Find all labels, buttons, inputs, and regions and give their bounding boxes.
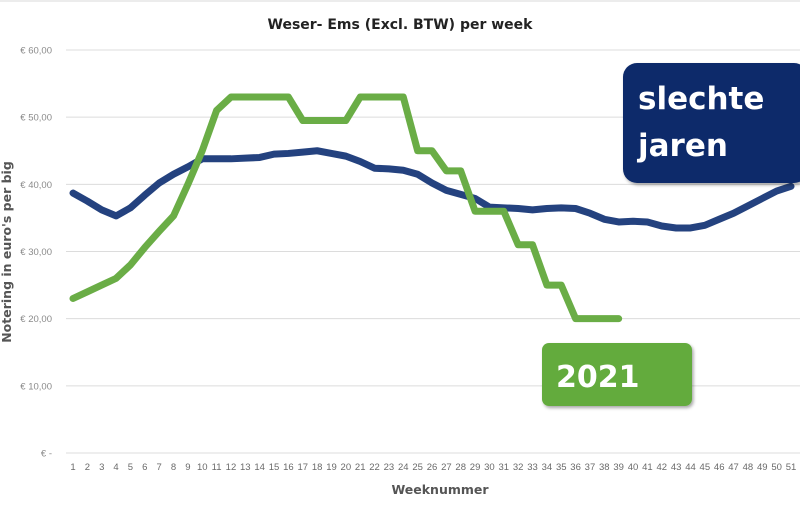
x-tick-label: 15 (269, 462, 280, 473)
x-tick-label: 10 (197, 462, 208, 473)
annotation-2021 (542, 343, 692, 406)
x-tick-label: 31 (499, 462, 510, 473)
x-tick-label: 14 (254, 462, 265, 473)
y-tick-label: € 10,00 (20, 381, 52, 392)
x-tick-label: 33 (527, 462, 538, 473)
x-tick-label: 2 (85, 462, 90, 473)
series-group (69, 93, 795, 323)
y-axis-label: Notering in euro's per big (0, 161, 14, 343)
x-tick-label: 43 (671, 462, 682, 473)
x-tick-label: 36 (570, 462, 581, 473)
x-tick-label: 34 (542, 462, 553, 473)
x-tick-label: 12 (226, 462, 237, 473)
x-tick-label: 1 (70, 462, 75, 473)
x-axis-label: Weeknummer (391, 482, 489, 497)
x-tick-label: 29 (470, 462, 481, 473)
x-tick-label: 17 (297, 462, 308, 473)
x-tick-label: 32 (513, 462, 524, 473)
x-tick-label: 23 (384, 462, 395, 473)
x-tick-label: 21 (355, 462, 366, 473)
x-tick-label: 40 (628, 462, 639, 473)
y-tick-label: € 30,00 (20, 247, 52, 258)
y-tick-label: € 20,00 (20, 314, 52, 325)
annotation-slechte-jaren-box (623, 63, 800, 183)
x-tick-label: 41 (642, 462, 653, 473)
x-tick-label: 3 (99, 462, 104, 473)
x-tick-label: 38 (599, 462, 610, 473)
y-axis-ticks: € - € 10,00 € 20,00 € 30,00 € 40,00 € 50,00 € … (20, 46, 52, 460)
x-tick-label: 51 (786, 462, 797, 473)
x-tick-label: 44 (685, 462, 696, 473)
x-tick-label: 39 (613, 462, 624, 473)
x-tick-label: 9 (185, 462, 190, 473)
x-tick-label: 45 (700, 462, 711, 473)
x-tick-label: 30 (484, 462, 495, 473)
x-tick-label: 48 (743, 462, 754, 473)
x-tick-label: 7 (157, 462, 162, 473)
x-tick-label: 37 (585, 462, 596, 473)
annotation-slechte-jaren (623, 63, 800, 183)
x-tick-label: 6 (142, 462, 147, 473)
y-tick-label: € 50,00 (20, 113, 52, 124)
x-tick-label: 46 (714, 462, 725, 473)
x-axis-ticks: 1 2 3 4 5 6 7 8 9 10 11 12 13 14 15 16 17 18 19 20 21 22 23 24 2… (70, 462, 796, 473)
y-tick-label: € 40,00 (20, 180, 52, 191)
annotation-2021-box (542, 343, 692, 406)
x-tick-label: 47 (728, 462, 739, 473)
y-tick-label: € - (41, 449, 52, 460)
x-tick-label: 50 (771, 462, 782, 473)
chart-title: Weser- Ems (Excl. BTW) per week (268, 17, 534, 33)
x-tick-label: 26 (427, 462, 438, 473)
x-tick-label: 49 (757, 462, 768, 473)
x-tick-label: 27 (441, 462, 452, 473)
x-tick-label: 25 (412, 462, 423, 473)
annotation-slechte-jaren-line2: jaren (636, 128, 728, 164)
x-tick-label: 22 (369, 462, 380, 473)
x-tick-label: 28 (455, 462, 466, 473)
x-tick-label: 20 (341, 462, 352, 473)
x-tick-label: 11 (212, 462, 222, 473)
annotation-slechte-jaren-line1: slechte (638, 81, 764, 117)
x-tick-label: 19 (326, 462, 337, 473)
x-tick-label: 13 (240, 462, 251, 473)
x-tick-label: 5 (128, 462, 133, 473)
x-tick-label: 4 (113, 462, 118, 473)
y-tick-label: € 60,00 (20, 46, 52, 57)
x-tick-label: 8 (171, 462, 176, 473)
annotation-2021-text: 2021 (556, 360, 640, 395)
x-tick-label: 42 (656, 462, 667, 473)
x-tick-label: 24 (398, 462, 409, 473)
x-tick-label: 35 (556, 462, 567, 473)
x-tick-label: 16 (283, 462, 294, 473)
x-tick-label: 18 (312, 462, 323, 473)
